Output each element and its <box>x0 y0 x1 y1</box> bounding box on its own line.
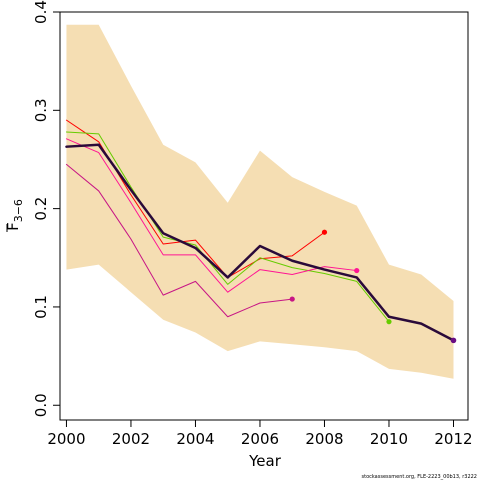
y-axis-title-subscript: 3−6 <box>12 199 25 222</box>
series-end-point-0 <box>321 229 328 235</box>
y-tick-label-2: 0.2 <box>32 197 50 221</box>
y-tick-label-1: 0.1 <box>32 295 50 319</box>
y-tick-label-0: 0.0 <box>32 393 50 417</box>
x-tick-label-2006: 2006 <box>241 430 279 448</box>
x-tick-label-2002: 2002 <box>112 430 150 448</box>
series-layer <box>65 119 457 344</box>
series-line-4 <box>65 143 455 342</box>
svg-text:F3−6: F3−6 <box>4 199 25 231</box>
series-line-2 <box>65 138 358 293</box>
y-tick-label-4: 0.4 <box>32 0 50 24</box>
series-end-point-2 <box>354 267 360 274</box>
x-tick-label-2000: 2000 <box>47 430 85 448</box>
x-tick-label-2004: 2004 <box>176 430 214 448</box>
x-tick-label-2010: 2010 <box>370 430 408 448</box>
footnote: stockassessment.org, FLE-2223_00b13, r32… <box>362 474 478 480</box>
series-line-3 <box>65 163 293 318</box>
x-tick-label-2012: 2012 <box>434 430 472 448</box>
confidence-band-layer <box>66 24 454 379</box>
series-end-point-3 <box>289 296 295 302</box>
series-line-1 <box>65 131 390 323</box>
final-end-point <box>450 337 457 344</box>
y-tick-label-3: 0.3 <box>32 98 50 122</box>
y-axis-title: F3−6 <box>4 199 25 231</box>
x-tick-label-2008: 2008 <box>305 430 343 448</box>
axes-layer: 2000 2002 2004 2006 2008 2010 2012 0.0 0.1 0.2 0.3… <box>32 0 473 448</box>
y-axis-title-main: F <box>4 222 22 231</box>
confidence-band <box>66 24 454 379</box>
series-end-point-1 <box>386 319 392 325</box>
x-axis-title: Year <box>248 452 282 470</box>
